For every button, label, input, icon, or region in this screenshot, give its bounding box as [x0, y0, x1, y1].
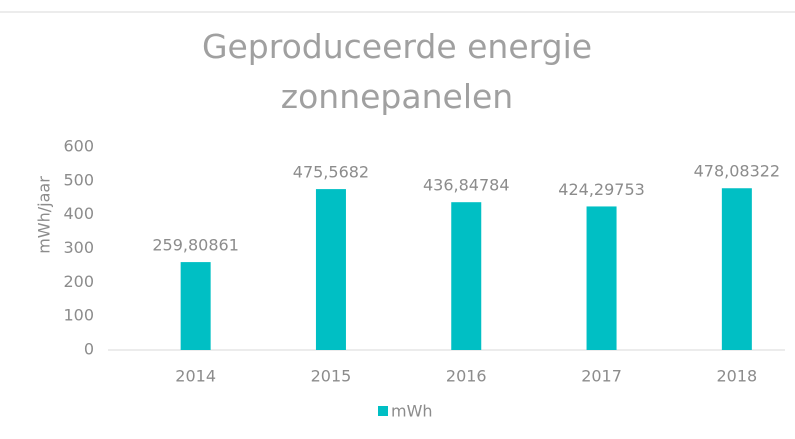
y-tick-label: 100: [63, 306, 94, 325]
bar: [451, 202, 482, 350]
x-tick-label: 2014: [175, 367, 216, 386]
bar: [586, 206, 617, 350]
y-tick-label: 400: [63, 204, 94, 223]
data-label: 259,80861: [152, 236, 239, 255]
bar: [180, 262, 211, 350]
x-tick-label: 2017: [581, 367, 622, 386]
y-tick-label: 600: [63, 137, 94, 156]
y-tick-label: 500: [63, 170, 94, 189]
data-label: 475,5682: [293, 163, 369, 182]
data-label: 436,84784: [423, 176, 510, 195]
legend-label: mWh: [391, 402, 433, 421]
chart-title: Geproduceerde energie zonnepanelen: [201, 27, 593, 116]
data-label: 424,29753: [558, 180, 645, 199]
bar: [721, 188, 752, 350]
y-tick-label: 0: [84, 340, 94, 359]
x-tick-label: 2016: [446, 367, 487, 386]
y-tick-label: 300: [63, 238, 94, 257]
y-axis-label: mWh/jaar: [35, 176, 54, 254]
x-tick-label: 2018: [716, 367, 757, 386]
data-label: 478,08322: [694, 162, 781, 181]
x-tick-label: 2015: [311, 367, 352, 386]
y-tick-label: 200: [63, 272, 94, 291]
legend-swatch: [378, 406, 388, 416]
bar: [315, 189, 346, 350]
